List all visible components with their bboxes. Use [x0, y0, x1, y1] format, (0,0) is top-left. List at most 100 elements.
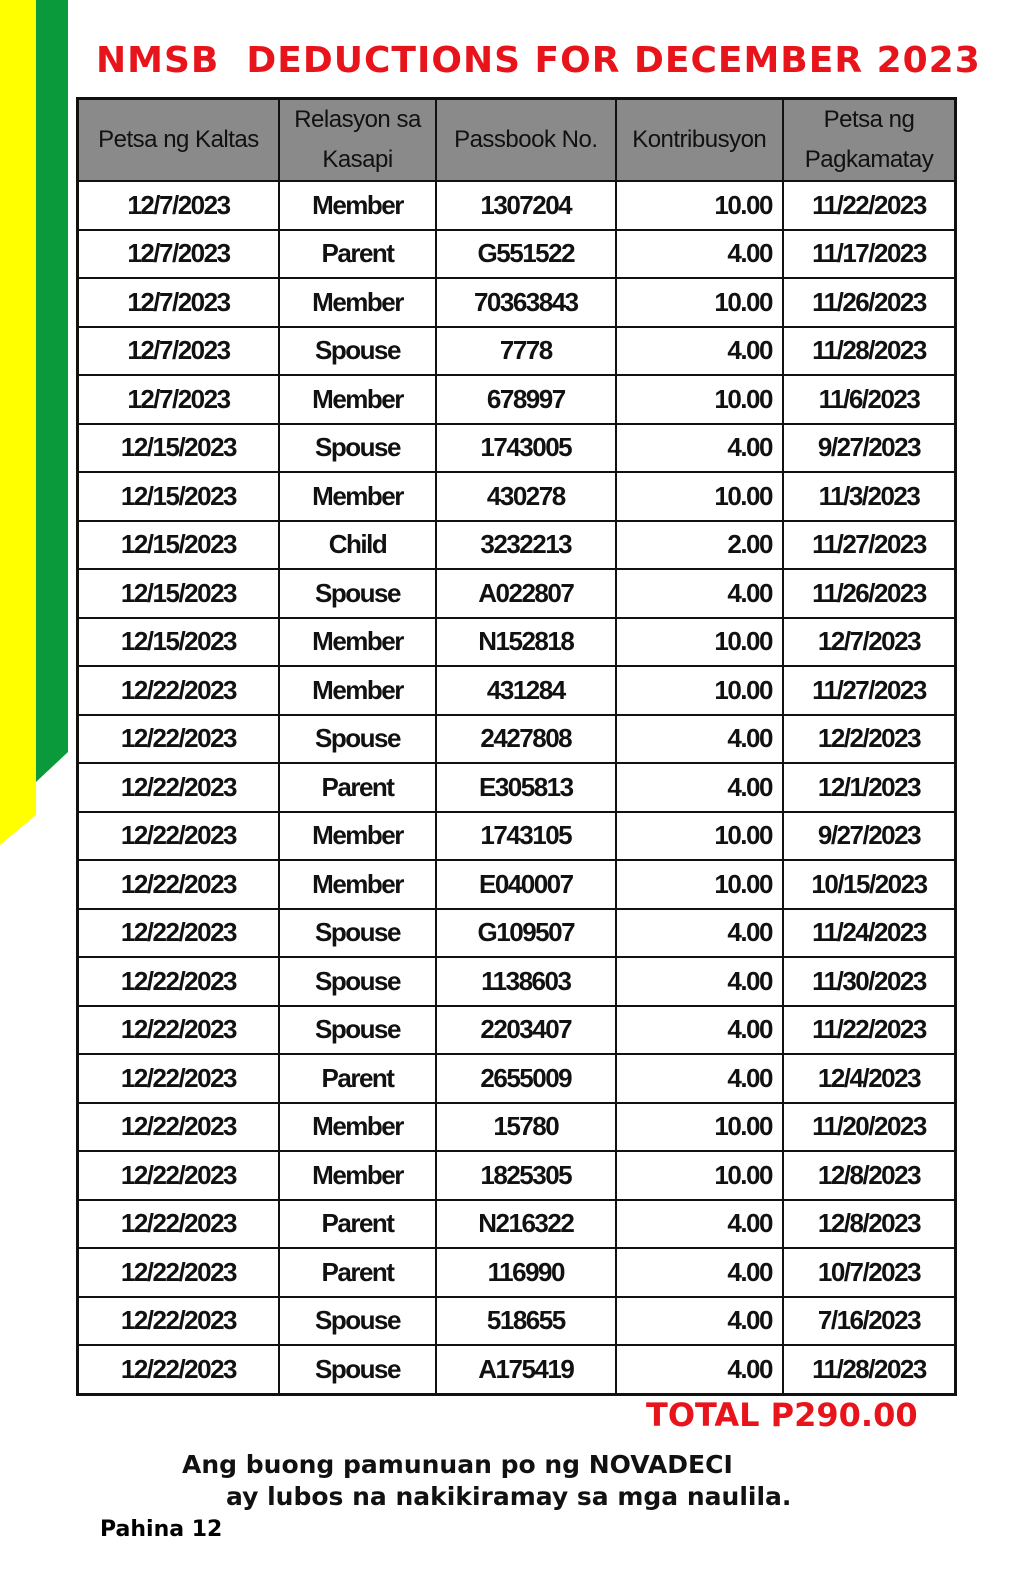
column-header: Kontribusyon	[614, 97, 784, 182]
death-date: 11/30/2023	[781, 956, 957, 1007]
passbook-no: A022807	[435, 568, 617, 619]
contribution: 4.00	[614, 325, 784, 376]
death-date: 11/26/2023	[781, 277, 957, 328]
death-date: 10/15/2023	[781, 859, 957, 910]
table-row: 12/22/2023 Spouse G109507 4.00 11/24/2023	[76, 907, 957, 958]
deduction-date: 12/22/2023	[76, 1198, 280, 1249]
yellow-stripe	[0, 0, 36, 845]
deduction-date: 12/7/2023	[76, 228, 280, 279]
table-row: 12/15/2023 Child 3232213 2.00 11/27/2023	[76, 519, 957, 570]
relationship: Spouse	[277, 1344, 438, 1395]
passbook-no: 1743005	[435, 422, 617, 473]
deduction-date: 12/7/2023	[76, 325, 280, 376]
passbook-no: 678997	[435, 374, 617, 425]
table-row: 12/22/2023 Spouse 2427808 4.00 12/2/2023	[76, 713, 957, 764]
passbook-no: 2655009	[435, 1053, 617, 1104]
table-row: 12/22/2023 Parent N216322 4.00 12/8/2023	[76, 1198, 957, 1249]
passbook-no: N152818	[435, 616, 617, 667]
table-row: 12/7/2023 Parent G551522 4.00 11/17/2023	[76, 228, 957, 279]
deduction-date: 12/15/2023	[76, 471, 280, 522]
deduction-date: 12/22/2023	[76, 1004, 280, 1055]
relationship: Member	[277, 277, 438, 328]
total-amount: TOTAL P290.00	[646, 1396, 918, 1434]
contribution: 4.00	[614, 1344, 784, 1395]
relationship: Spouse	[277, 713, 438, 764]
table-row: 12/7/2023 Member 70363843 10.00 11/26/2023	[76, 277, 957, 328]
passbook-no: 2427808	[435, 713, 617, 764]
passbook-no: 1743105	[435, 810, 617, 861]
page-title: NMSB DEDUCTIONS FOR DECEMBER 2023	[96, 40, 981, 81]
relationship: Member	[277, 810, 438, 861]
passbook-no: 1307204	[435, 180, 617, 231]
deduction-date: 12/15/2023	[76, 519, 280, 570]
relationship: Member	[277, 374, 438, 425]
passbook-no: G109507	[435, 907, 617, 958]
passbook-no: 70363843	[435, 277, 617, 328]
deduction-date: 12/22/2023	[76, 956, 280, 1007]
contribution: 10.00	[614, 180, 784, 231]
table-row: 12/22/2023 Spouse A175419 4.00 11/28/2023	[76, 1344, 957, 1395]
contribution: 10.00	[614, 616, 784, 667]
death-date: 11/24/2023	[781, 907, 957, 958]
death-date: 12/4/2023	[781, 1053, 957, 1104]
passbook-no: 116990	[435, 1247, 617, 1298]
table-header-row: Petsa ng Kaltas Relasyon sa Kasapi Passbook…	[76, 97, 957, 182]
relationship: Member	[277, 471, 438, 522]
column-header: Petsa ng Kaltas	[76, 97, 280, 182]
condolence-line-2: ay lubos na nakikiramay sa mga naulila.	[226, 1482, 792, 1511]
deduction-date: 12/22/2023	[76, 810, 280, 861]
deduction-date: 12/7/2023	[76, 277, 280, 328]
page-number: Pahina 12	[100, 1517, 223, 1542]
relationship: Member	[277, 180, 438, 231]
passbook-no: 15780	[435, 1101, 617, 1152]
deduction-date: 12/22/2023	[76, 1101, 280, 1152]
table-row: 12/22/2023 Spouse 2203407 4.00 11/22/2023	[76, 1004, 957, 1055]
contribution: 4.00	[614, 422, 784, 473]
passbook-no: E040007	[435, 859, 617, 910]
column-header: Petsa ng Pagkamatay	[781, 97, 957, 182]
passbook-no: 1825305	[435, 1150, 617, 1201]
deduction-date: 12/22/2023	[76, 665, 280, 716]
deduction-date: 12/7/2023	[76, 374, 280, 425]
deduction-date: 12/15/2023	[76, 422, 280, 473]
contribution: 10.00	[614, 665, 784, 716]
table-row: 12/22/2023 Parent E305813 4.00 12/1/2023	[76, 762, 957, 813]
relationship: Parent	[277, 762, 438, 813]
table-row: 12/22/2023 Member 15780 10.00 11/20/2023	[76, 1101, 957, 1152]
contribution: 10.00	[614, 1101, 784, 1152]
contribution: 4.00	[614, 762, 784, 813]
death-date: 11/28/2023	[781, 325, 957, 376]
death-date: 11/22/2023	[781, 1004, 957, 1055]
green-stripe	[36, 0, 68, 782]
death-date: 12/8/2023	[781, 1150, 957, 1201]
relationship: Spouse	[277, 907, 438, 958]
relationship: Member	[277, 616, 438, 667]
deduction-date: 12/22/2023	[76, 907, 280, 958]
table-row: 12/22/2023 Parent 116990 4.00 10/7/2023	[76, 1247, 957, 1298]
deduction-date: 12/22/2023	[76, 762, 280, 813]
relationship: Spouse	[277, 568, 438, 619]
relationship: Member	[277, 665, 438, 716]
deduction-date: 12/22/2023	[76, 713, 280, 764]
deduction-date: 12/22/2023	[76, 1295, 280, 1346]
relationship: Member	[277, 1101, 438, 1152]
death-date: 11/28/2023	[781, 1344, 957, 1395]
death-date: 11/27/2023	[781, 665, 957, 716]
table-row: 12/7/2023 Member 1307204 10.00 11/22/2023	[76, 180, 957, 231]
contribution: 4.00	[614, 1247, 784, 1298]
deduction-date: 12/22/2023	[76, 1247, 280, 1298]
contribution: 4.00	[614, 713, 784, 764]
death-date: 11/6/2023	[781, 374, 957, 425]
relationship: Child	[277, 519, 438, 570]
relationship: Spouse	[277, 1004, 438, 1055]
table-row: 12/15/2023 Member N152818 10.00 12/7/2023	[76, 616, 957, 667]
condolence-line-1: Ang buong pamunuan po ng NOVADECI	[182, 1450, 733, 1479]
relationship: Parent	[277, 1247, 438, 1298]
deduction-date: 12/22/2023	[76, 1150, 280, 1201]
death-date: 11/27/2023	[781, 519, 957, 570]
passbook-no: G551522	[435, 228, 617, 279]
deductions-table: Petsa ng Kaltas Relasyon sa Kasapi Passbook…	[76, 97, 957, 1396]
relationship: Spouse	[277, 1295, 438, 1346]
contribution: 10.00	[614, 471, 784, 522]
contribution: 4.00	[614, 1004, 784, 1055]
